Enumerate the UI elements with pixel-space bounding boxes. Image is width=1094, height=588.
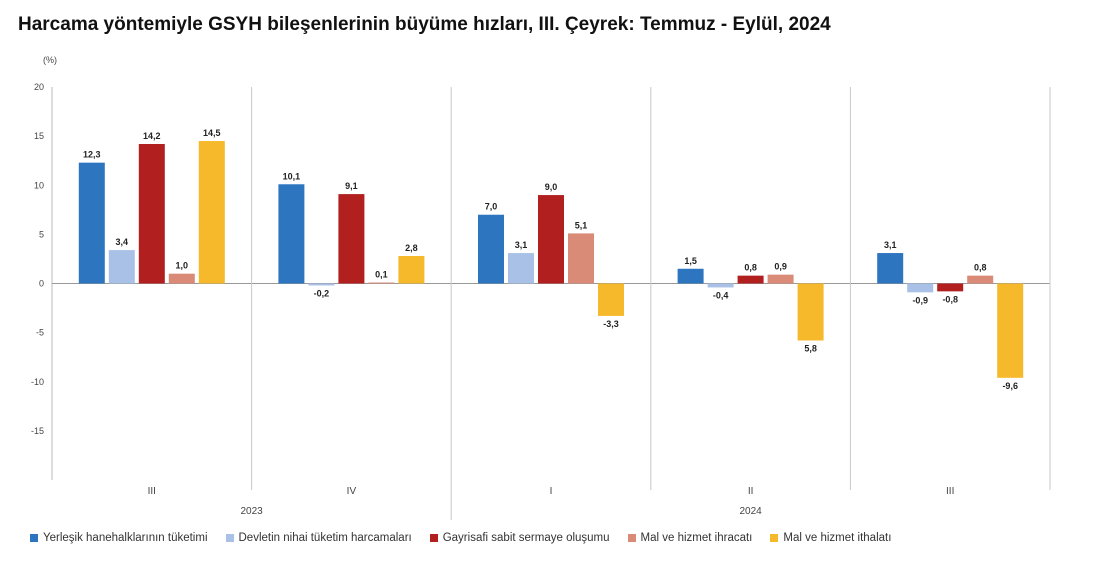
data-label-3-1: -0,4: [713, 290, 729, 300]
bar-3-1: [707, 283, 734, 288]
data-label-0-0: 12,3: [83, 150, 101, 160]
bar-4-1: [907, 283, 934, 293]
data-label-3-0: 1,5: [684, 256, 697, 266]
data-label-0-1: 3,4: [116, 237, 129, 247]
legend-swatch-0: [30, 534, 38, 542]
data-label-2-2: 9,0: [545, 182, 558, 192]
data-label-1-1: -0,2: [314, 288, 330, 298]
data-label-1-0: 10,1: [283, 171, 301, 181]
bar-2-2: [538, 195, 564, 284]
y-tick-label-7: 20: [34, 82, 44, 92]
bar-0-3: [168, 273, 195, 284]
data-label-4-2: -0,8: [942, 294, 958, 304]
year-label-1: 2024: [739, 506, 762, 517]
bar-3-0: [677, 268, 704, 284]
data-label-2-4: -3,3: [603, 319, 619, 329]
data-label-4-3: 0,8: [974, 263, 987, 273]
legend-item-0: Yerleşik hanehalklarının tüketimi: [30, 532, 208, 544]
chart-legend: Yerleşik hanehalklarının tüketimi Devleti…: [30, 532, 1090, 544]
legend-swatch-1: [225, 534, 234, 542]
bar-2-3: [568, 233, 594, 284]
bar-1-2: [338, 194, 365, 284]
data-label-2-0: 7,0: [485, 202, 498, 212]
bar-0-4: [198, 141, 225, 284]
legend-label-2: Gayrisafi sabit sermaye oluşumu: [442, 532, 610, 544]
data-label-2-1: 3,1: [515, 240, 528, 250]
y-tick-label-1: -10: [31, 377, 44, 387]
legend-item-2: Gayrisafi sabit sermaye oluşumu: [429, 532, 610, 544]
bar-0-1: [108, 250, 135, 284]
data-label-1-4: 2,8: [405, 243, 418, 253]
bar-3-2: [737, 275, 764, 284]
data-label-3-4: 5,8: [804, 343, 817, 353]
legend-swatch-2: [429, 534, 438, 542]
y-tick-label-0: -15: [31, 426, 44, 436]
bar-4-2: [937, 283, 964, 292]
data-label-0-4: 14,5: [203, 128, 221, 138]
category-label-1: IV: [347, 486, 357, 497]
bar-2-1: [508, 253, 534, 284]
data-label-4-4: -9,6: [1002, 381, 1018, 391]
legend-label-3: Mal ve hizmet ihracatı: [640, 532, 753, 544]
data-label-0-3: 1,0: [176, 261, 189, 271]
legend-label-1: Devletin nihai tüketim harcamaları: [238, 532, 412, 544]
data-label-1-3: 0,1: [375, 270, 388, 280]
data-label-4-0: 3,1: [884, 240, 897, 250]
bar-0-2: [138, 143, 165, 284]
chart-title: Harcama yöntemiyle GSYH bileşenlerinin b…: [18, 14, 831, 35]
bar-1-4: [398, 255, 425, 284]
legend-item-3: Mal ve hizmet ihracatı: [627, 532, 753, 544]
category-label-4: III: [946, 486, 954, 497]
bar-1-1: [308, 283, 335, 286]
y-tick-label-6: 15: [34, 131, 44, 141]
data-label-2-3: 5,1: [575, 220, 588, 230]
data-label-0-2: 14,2: [143, 131, 161, 141]
y-tick-label-4: 5: [39, 229, 44, 239]
legend-swatch-3: [627, 534, 636, 542]
bar-4-0: [877, 253, 904, 284]
bar-3-4: [797, 283, 824, 341]
y-tick-label-5: 10: [34, 180, 44, 190]
bar-1-3: [368, 282, 395, 284]
legend-item-4: Mal ve hizmet ithalatı: [770, 532, 891, 544]
y-tick-label-3: 0: [39, 279, 44, 289]
legend-swatch-4: [770, 534, 779, 542]
legend-label-0: Yerleşik hanehalklarının tüketimi: [43, 532, 208, 544]
bar-3-3: [767, 274, 794, 284]
data-label-3-3: 0,9: [774, 262, 787, 272]
y-unit-label: (%): [43, 55, 57, 65]
bar-4-4: [997, 283, 1024, 378]
legend-label-4: Mal ve hizmet ithalatı: [783, 532, 892, 544]
bar-2-4: [598, 283, 624, 316]
category-label-0: III: [148, 486, 156, 497]
year-label-0: 2023: [240, 506, 263, 517]
bar-1-0: [278, 184, 305, 284]
category-label-2: I: [550, 486, 553, 497]
bar-2-0: [478, 214, 504, 284]
data-label-3-2: 0,8: [744, 263, 757, 273]
bar-chart: (%)-15-10-50510152012,33,414,21,014,5III…: [31, 55, 1051, 520]
data-label-1-2: 9,1: [345, 181, 358, 191]
category-label-3: II: [748, 486, 754, 497]
bar-4-3: [967, 275, 994, 284]
bar-0-0: [78, 162, 105, 284]
legend-item-1: Devletin nihai tüketim harcamaları: [225, 532, 412, 544]
y-tick-label-2: -5: [36, 328, 44, 338]
data-label-4-1: -0,9: [912, 295, 928, 305]
